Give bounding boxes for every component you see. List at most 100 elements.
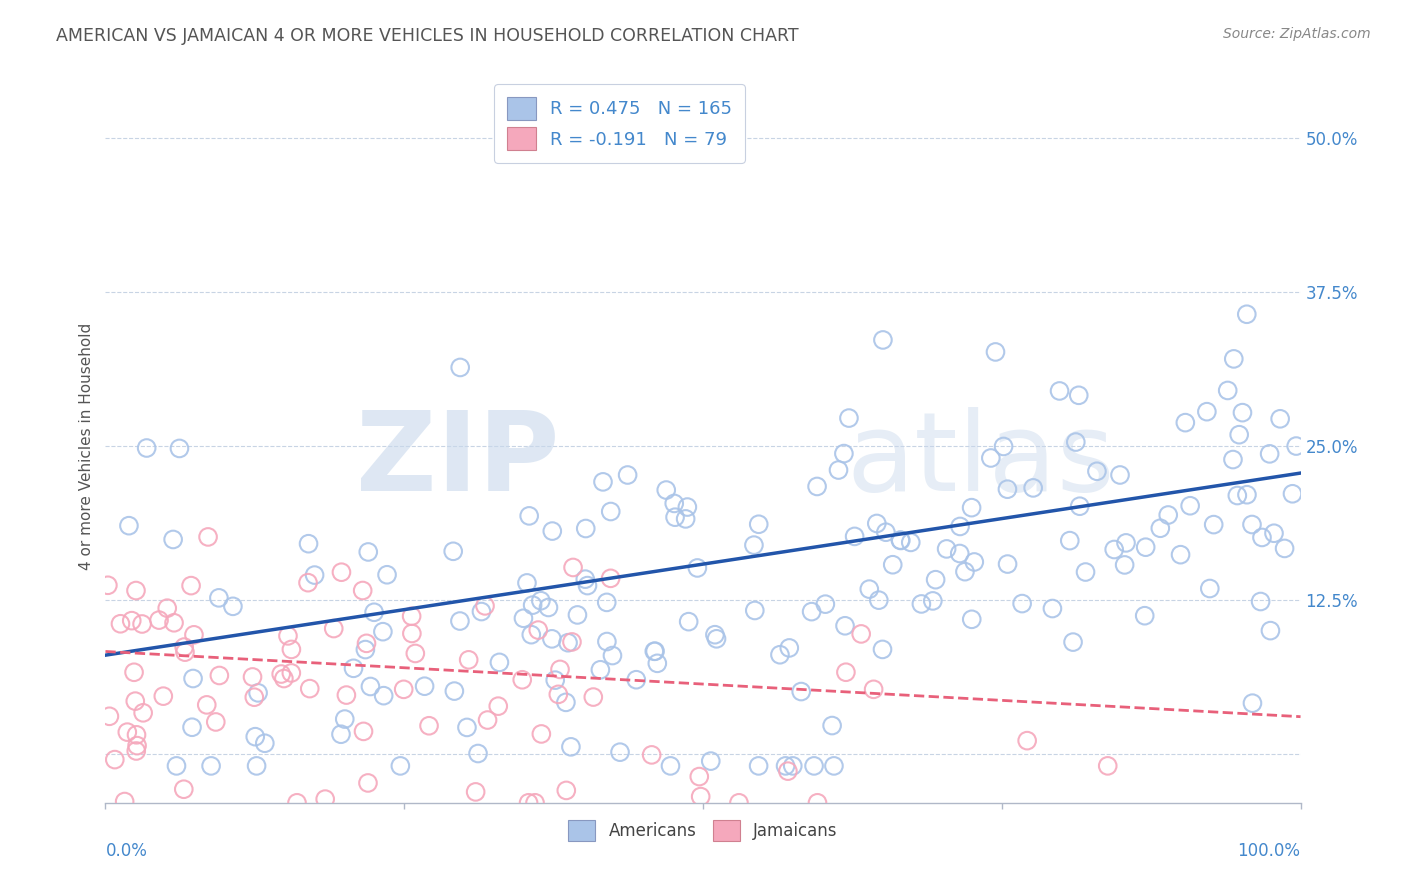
Point [356, 636, 378, 650]
Point [418, 719, 440, 733]
Point [1268, 412, 1291, 426]
Point [98, 709, 121, 723]
Point [821, 718, 844, 732]
Point [1097, 759, 1119, 773]
Point [204, 714, 226, 729]
Point [800, 605, 823, 619]
Point [330, 565, 353, 579]
Point [589, 663, 612, 677]
Point [997, 557, 1019, 571]
Point [1017, 733, 1039, 747]
Point [960, 500, 983, 515]
Point [814, 597, 837, 611]
Text: 0.0%: 0.0% [105, 842, 148, 860]
Point [530, 727, 553, 741]
Text: atlas: atlas [846, 407, 1115, 514]
Point [166, 759, 188, 773]
Point [547, 687, 569, 701]
Point [110, 616, 132, 631]
Point [1195, 405, 1218, 419]
Point [449, 614, 471, 628]
Point [467, 747, 489, 761]
Point [173, 782, 195, 797]
Point [778, 640, 800, 655]
Point [769, 648, 792, 662]
Point [1198, 582, 1220, 596]
Point [280, 665, 302, 680]
Point [1258, 447, 1281, 461]
Point [1049, 384, 1071, 398]
Point [322, 622, 344, 636]
Point [156, 601, 179, 615]
Point [834, 619, 856, 633]
Point [910, 597, 932, 611]
Point [806, 479, 828, 493]
Point [1232, 406, 1254, 420]
Point [664, 510, 686, 524]
Point [114, 795, 136, 809]
Point [1250, 594, 1272, 608]
Point [775, 759, 797, 773]
Point [125, 728, 148, 742]
Point [889, 533, 911, 548]
Point [1149, 521, 1171, 535]
Point [517, 796, 540, 810]
Point [1170, 548, 1192, 562]
Text: ZIP: ZIP [356, 407, 560, 514]
Point [1241, 696, 1264, 710]
Point [125, 744, 148, 758]
Point [544, 673, 567, 687]
Point [924, 573, 946, 587]
Point [835, 665, 858, 680]
Point [596, 634, 619, 648]
Point [599, 504, 621, 518]
Point [333, 712, 356, 726]
Point [516, 575, 538, 590]
Point [1133, 608, 1156, 623]
Point [253, 736, 276, 750]
Point [371, 624, 394, 639]
Point [1011, 597, 1033, 611]
Point [1281, 487, 1303, 501]
Point [297, 537, 319, 551]
Point [963, 555, 986, 569]
Point [868, 593, 890, 607]
Point [242, 670, 264, 684]
Point [488, 656, 510, 670]
Point [997, 482, 1019, 496]
Point [703, 628, 725, 642]
Point [208, 591, 231, 605]
Point [470, 605, 492, 619]
Point [554, 695, 576, 709]
Point [104, 753, 127, 767]
Point [984, 345, 1007, 359]
Point [562, 560, 585, 574]
Point [163, 615, 186, 630]
Point [335, 688, 357, 702]
Point [285, 796, 308, 810]
Point [1178, 499, 1201, 513]
Point [97, 578, 120, 592]
Legend: Americans, Jamaicans: Americans, Jamaicans [562, 814, 844, 848]
Point [782, 759, 804, 773]
Point [557, 636, 579, 650]
Point [1274, 541, 1296, 556]
Point [135, 441, 157, 455]
Point [125, 583, 148, 598]
Point [148, 613, 170, 627]
Point [1135, 540, 1157, 554]
Point [1202, 517, 1225, 532]
Point [921, 594, 943, 608]
Point [678, 615, 700, 629]
Point [174, 645, 197, 659]
Point [352, 583, 374, 598]
Point [1115, 536, 1137, 550]
Point [561, 635, 583, 649]
Point [122, 665, 145, 680]
Point [875, 525, 897, 540]
Point [180, 579, 202, 593]
Point [270, 667, 292, 681]
Text: 100.0%: 100.0% [1237, 842, 1301, 860]
Point [1074, 565, 1097, 579]
Point [541, 632, 564, 646]
